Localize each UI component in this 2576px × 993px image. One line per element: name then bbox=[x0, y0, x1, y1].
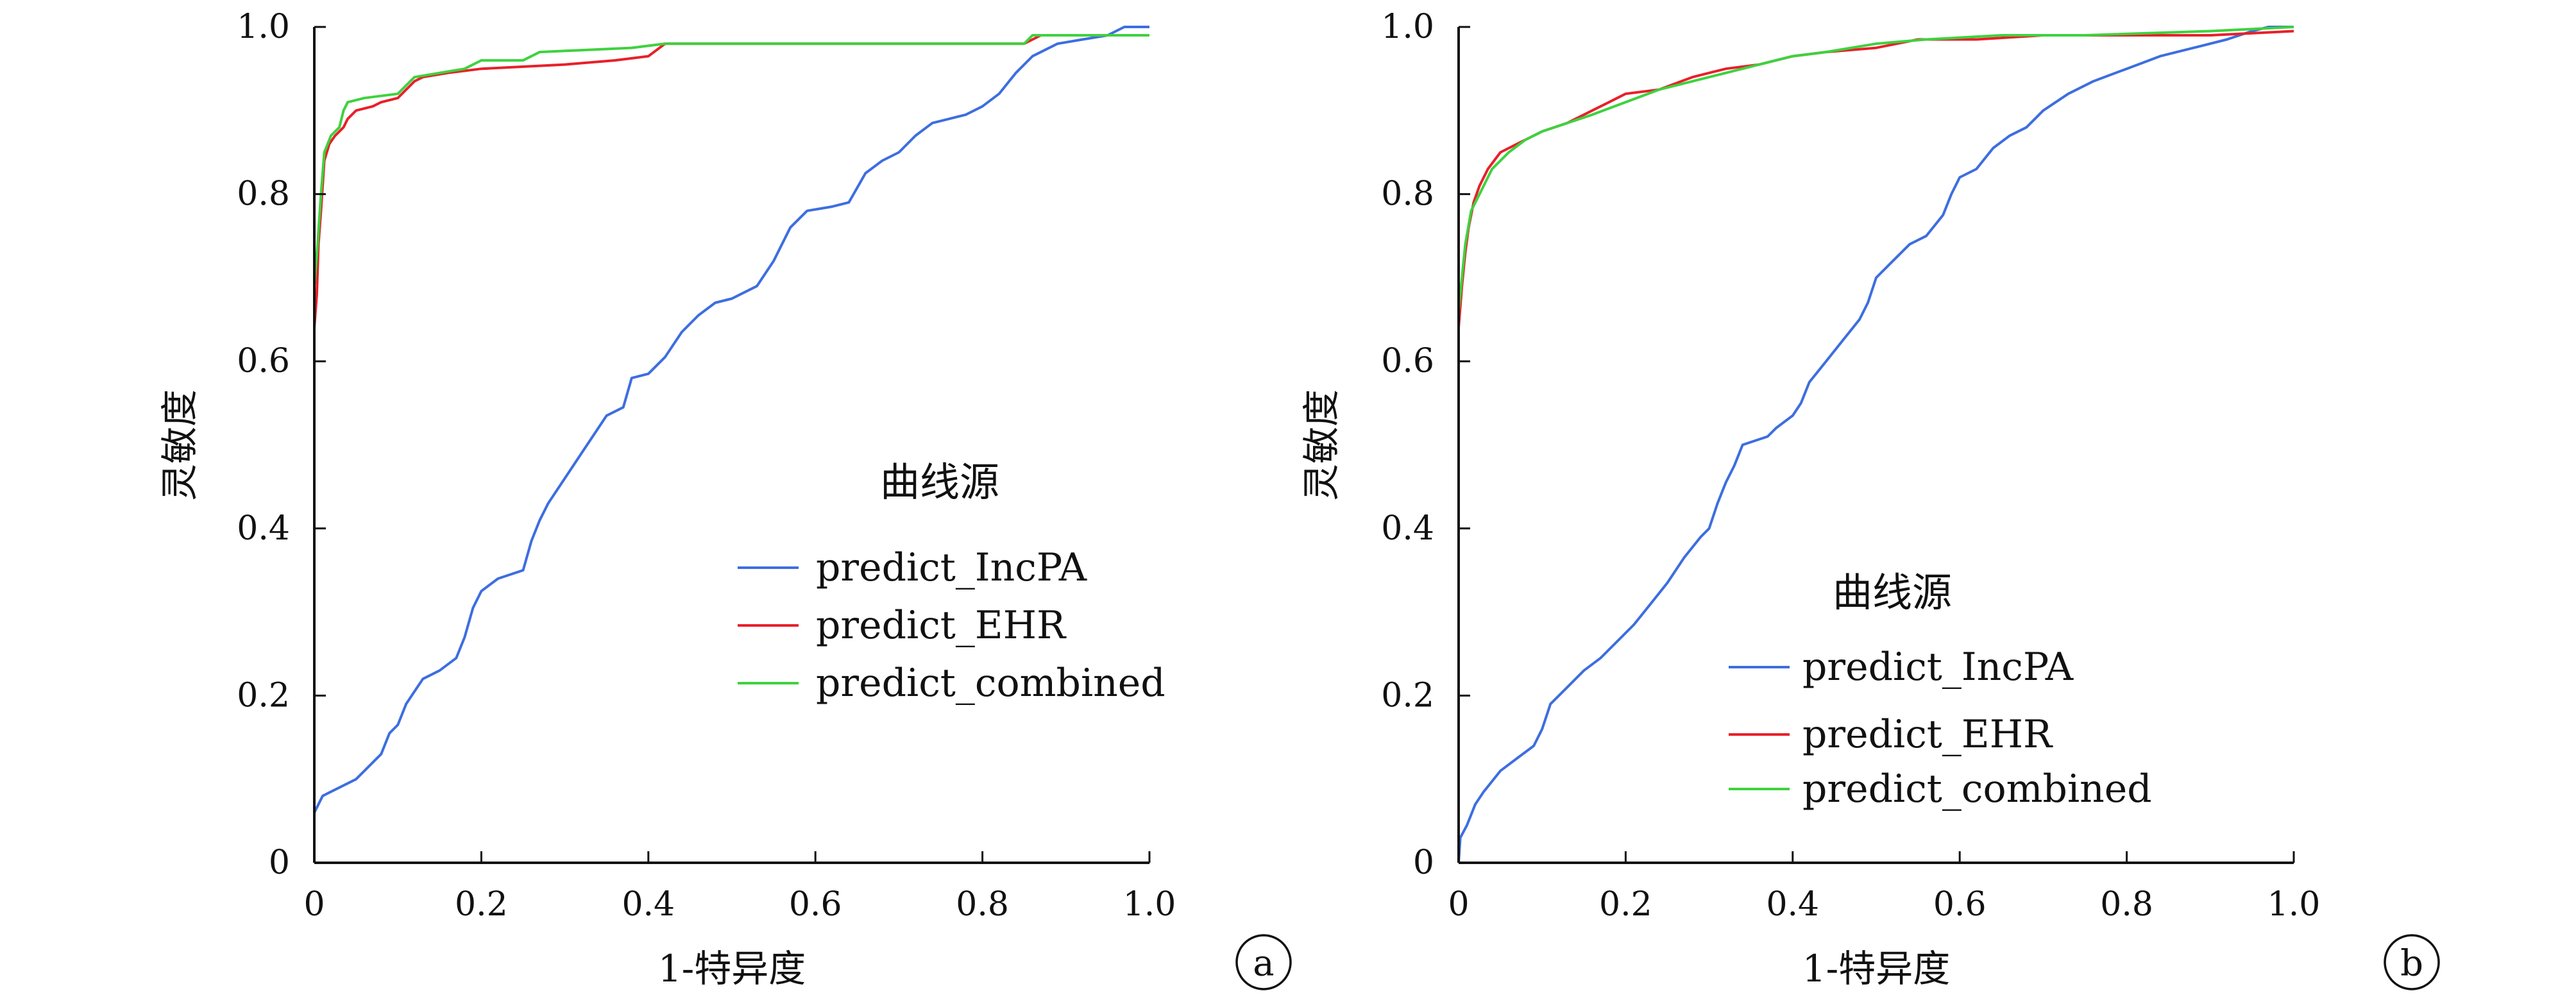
legend-entry-ehr-a: predict_EHR bbox=[816, 603, 1067, 648]
x-tick-label-b: 0.2 bbox=[1599, 885, 1652, 924]
y-axis-title-b: 灵敏度 bbox=[1300, 389, 1343, 501]
x-tick-label-a: 0.6 bbox=[789, 885, 842, 924]
x-tick-label-b: 0 bbox=[1448, 885, 1469, 924]
panel-label-b: b bbox=[2400, 943, 2423, 985]
y-tick-label-b: 1.0 bbox=[1381, 8, 1434, 46]
legend-entry-combined-a: predict_combined bbox=[816, 661, 1165, 706]
roc-panel-a: 0 0.2 0.4 0.6 0.8 1.0 0 0.2 0.4 0.6 0.8 1.0 灵敏度 1-特… bbox=[158, 8, 1292, 990]
series-line-predict-combined-a bbox=[313, 34, 1149, 863]
ticks-layer-a: 0 0.2 0.4 0.6 0.8 1.0 0 0.2 0.4 0.6 0.8 1.0 bbox=[237, 8, 1176, 924]
y-tick-label-b: 0.4 bbox=[1381, 509, 1434, 548]
legend-entry-incpa-b: predict_IncPA bbox=[1802, 645, 2074, 690]
x-axis-title-a: 1-特异度 bbox=[658, 947, 806, 990]
legend-title-a: 曲线源 bbox=[880, 459, 999, 505]
legend-entry-ehr-b: predict_EHR bbox=[1802, 712, 2053, 757]
x-tick-label-b: 1.0 bbox=[2267, 885, 2321, 924]
y-tick-label-b: 0.8 bbox=[1381, 175, 1434, 214]
series-line-predict-incpa-b bbox=[1457, 26, 2294, 863]
legend-a: 曲线源 predict_IncPA predict_EHR predict_co… bbox=[738, 459, 1165, 706]
legend-title-b: 曲线源 bbox=[1833, 569, 1952, 616]
series-line-predict-combined-b bbox=[1457, 26, 2294, 863]
y-tick-label-a: 1.0 bbox=[237, 8, 290, 46]
panel-label-a: a bbox=[1253, 943, 1274, 985]
x-tick-label-b: 0.6 bbox=[1933, 885, 1987, 924]
x-tick-label-b: 0.8 bbox=[2100, 885, 2153, 924]
ticks-layer-b: 0 0.2 0.4 0.6 0.8 1.0 0 0.2 0.4 0.6 0.8 1.0 bbox=[1381, 8, 2320, 924]
series-layer-a bbox=[313, 26, 1149, 863]
y-tick-label-a: 0.8 bbox=[237, 175, 290, 214]
x-tick-label-a: 0 bbox=[303, 885, 325, 924]
x-tick-label-b: 0.4 bbox=[1766, 885, 1819, 924]
roc-panel-b: 0 0.2 0.4 0.6 0.8 1.0 0 0.2 0.4 0.6 0.8 1.0 灵敏度 1-特… bbox=[1300, 8, 2440, 990]
x-tick-label-a: 1.0 bbox=[1123, 885, 1176, 924]
y-tick-label-b: 0 bbox=[1413, 844, 1434, 882]
x-tick-label-a: 0.4 bbox=[622, 885, 675, 924]
y-tick-label-a: 0.6 bbox=[237, 342, 290, 380]
y-axis-title-a: 灵敏度 bbox=[158, 389, 201, 501]
y-tick-label-a: 0.2 bbox=[237, 676, 290, 715]
y-tick-label-b: 0.2 bbox=[1381, 676, 1434, 715]
y-tick-label-a: 0.4 bbox=[237, 509, 290, 548]
panel-label-circle-b bbox=[2384, 934, 2440, 990]
panel-label-circle-a bbox=[1235, 934, 1292, 990]
x-tick-label-a: 0.8 bbox=[956, 885, 1009, 924]
y-tick-label-a: 0 bbox=[269, 844, 290, 882]
y-tick-label-b: 0.6 bbox=[1381, 342, 1434, 380]
x-axis-title-b: 1-特异度 bbox=[1802, 947, 1951, 990]
legend-b: 曲线源 predict_IncPA predict_EHR predict_co… bbox=[1729, 569, 2152, 811]
legend-entry-incpa-a: predict_IncPA bbox=[816, 545, 1087, 590]
legend-entry-combined-b: predict_combined bbox=[1802, 767, 2152, 811]
series-layer-b bbox=[1457, 26, 2294, 863]
x-tick-label-a: 0.2 bbox=[455, 885, 508, 924]
series-line-predict-incpa-a bbox=[313, 26, 1149, 863]
